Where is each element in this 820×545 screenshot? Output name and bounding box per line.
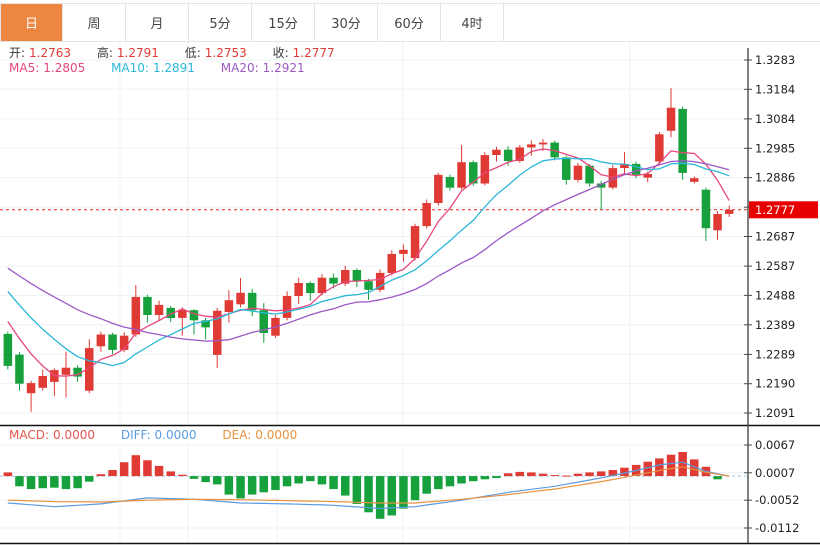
current-price-badge: 1.2777 <box>749 201 818 219</box>
macd-histogram <box>3 452 722 519</box>
candlestick-chart[interactable]: 1.3283 1.3184 1.3084 1.2985 1.2886 1.2687 1.25… <box>0 40 820 545</box>
dea-line <box>7 466 730 504</box>
tab-month[interactable]: 月 <box>126 4 189 41</box>
svg-text:1.2777: 1.2777 <box>755 203 795 217</box>
svg-text:1.2091: 1.2091 <box>755 406 795 420</box>
svg-text:1.2289: 1.2289 <box>755 347 795 361</box>
svg-text:1.2687: 1.2687 <box>755 230 795 244</box>
svg-text:1.3184: 1.3184 <box>755 82 795 96</box>
svg-text:1.3084: 1.3084 <box>755 112 795 126</box>
timeframe-tab-bar: 日周月 5分 15分 30分 60分 4时 <box>0 3 820 42</box>
svg-text:1.2985: 1.2985 <box>755 141 795 155</box>
svg-text:1.2389: 1.2389 <box>755 318 795 332</box>
tab-30min[interactable]: 30分 <box>315 4 378 41</box>
svg-text:-0.0112: -0.0112 <box>755 521 799 535</box>
svg-text:-0.0052: -0.0052 <box>755 493 799 507</box>
chart-area[interactable]: 1.3283 1.3184 1.3084 1.2985 1.2886 1.2687 1.25… <box>0 40 820 545</box>
ma5-line <box>7 148 730 377</box>
price-gridlines <box>0 42 748 543</box>
ma10-line <box>7 157 730 367</box>
svg-text:0.0067: 0.0067 <box>755 438 795 452</box>
tab-day[interactable]: 日 <box>0 4 63 41</box>
svg-text:1.2886: 1.2886 <box>755 171 795 185</box>
tab-4hour[interactable]: 4时 <box>441 4 504 41</box>
svg-text:1.2190: 1.2190 <box>755 377 795 391</box>
svg-text:1.3283: 1.3283 <box>755 53 795 67</box>
macd-axis: 0.0067 0.0007 -0.0052 -0.0112 <box>744 438 799 535</box>
tab-week[interactable]: 周 <box>63 4 126 41</box>
price-axis: 1.3283 1.3184 1.3084 1.2985 1.2886 1.2687 1.25… <box>744 53 795 420</box>
candlestick-series <box>3 88 734 412</box>
tab-5min[interactable]: 5分 <box>189 4 252 41</box>
svg-text:1.2587: 1.2587 <box>755 259 795 273</box>
ma20-line <box>7 160 730 342</box>
panel-separator <box>0 424 820 545</box>
tab-15min[interactable]: 15分 <box>252 4 315 41</box>
svg-text:1.2488: 1.2488 <box>755 288 795 302</box>
svg-text:0.0007: 0.0007 <box>755 466 795 480</box>
tab-60min[interactable]: 60分 <box>378 4 441 41</box>
